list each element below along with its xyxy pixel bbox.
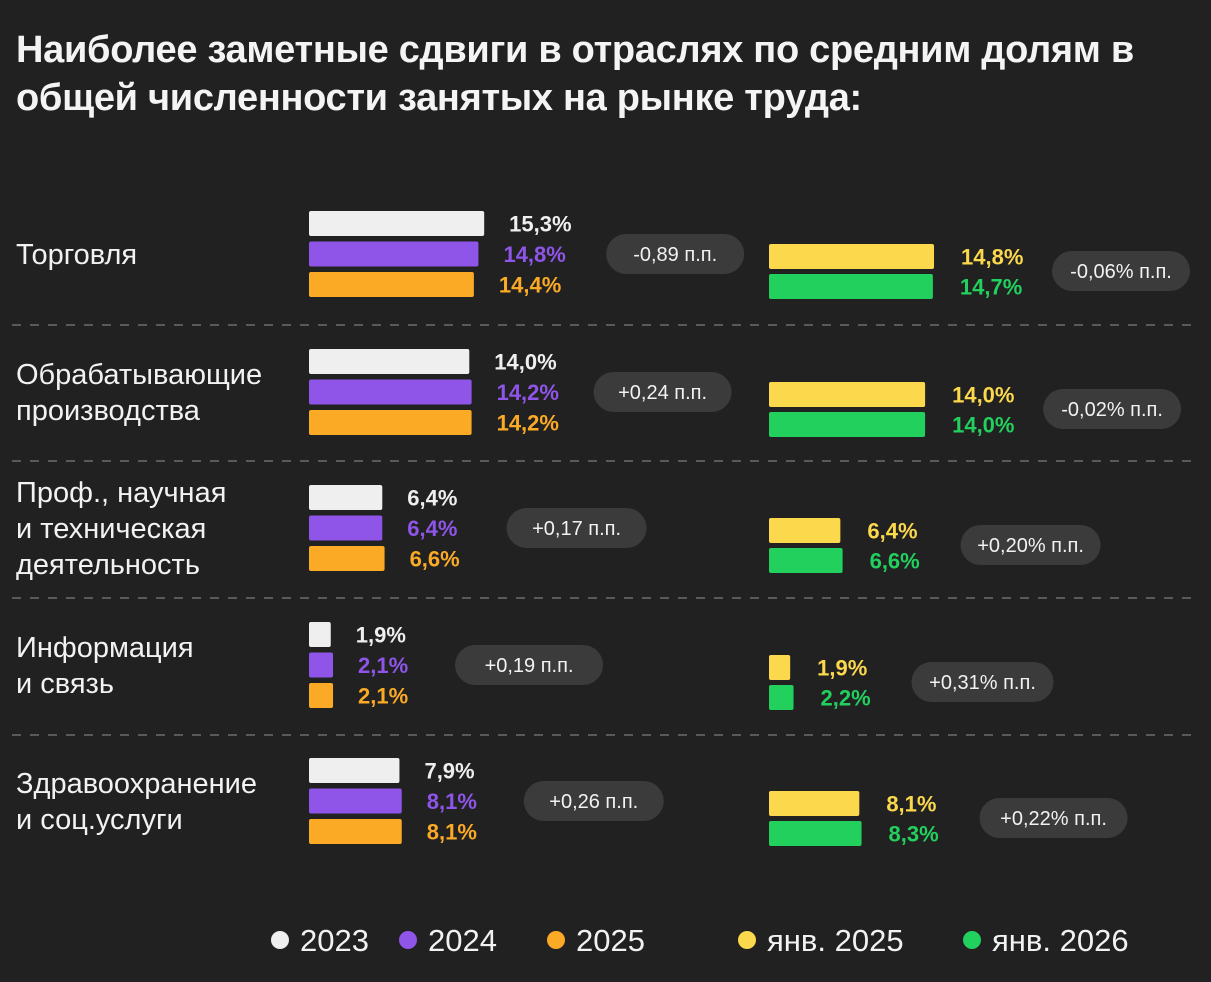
delta-badge (506, 508, 647, 548)
delta-badge (523, 781, 664, 821)
value-label-jan-1: 14,0% (952, 413, 1014, 438)
legend-dot-0 (271, 931, 289, 949)
chart-title: Наиболее заметные сдвиги в отраслях по с… (16, 29, 1134, 119)
bar-2024-4 (309, 788, 402, 814)
delta-badge-jan (979, 798, 1128, 838)
bar-2023-1 (309, 349, 470, 374)
bar-2025-3 (309, 683, 334, 708)
bar-2025-4 (309, 819, 402, 844)
value-label-2025: 14,4% (499, 273, 561, 298)
value-label-2024: 14,8% (503, 242, 565, 267)
bar-2023-2 (309, 485, 383, 510)
bar-jan-1-1 (769, 412, 926, 437)
bar-jan-0-3 (769, 655, 791, 680)
legend-label: 2025 (576, 923, 645, 958)
value-label-2025: 14,2% (497, 411, 559, 436)
bar-2023-3 (309, 622, 331, 647)
value-label-2024: 14,2% (497, 380, 559, 405)
legend-dot-1 (399, 931, 417, 949)
value-label-jan-1: 6,6% (870, 549, 920, 574)
value-label-2024: 6,4% (407, 516, 457, 541)
bar-2023-0 (309, 211, 485, 236)
delta-badge-jan-text: +0,20% п.п. (977, 535, 1084, 557)
value-label-2025: 6,6% (410, 547, 460, 572)
bar-2025-0 (309, 272, 474, 297)
value-label-jan-1: 2,2% (821, 686, 871, 711)
legend-dot-3 (738, 931, 756, 949)
value-label-2025: 2,1% (358, 684, 408, 709)
bar-jan-0-2 (769, 518, 841, 543)
category-label: Торговля (16, 239, 137, 271)
delta-badge-jan-text: -0,06% п.п. (1070, 261, 1172, 283)
bar-jan-0-0 (769, 244, 935, 269)
category-label: Здравоохранение (16, 768, 257, 800)
delta-badge-jan-text: +0,31% п.п. (929, 672, 1036, 694)
category-label: и соц.услуги (16, 804, 183, 836)
category-label: деятельность (16, 549, 200, 581)
delta-badge-text: +0,24 п.п. (618, 382, 707, 404)
delta-badge (593, 372, 732, 412)
bar-2025-2 (309, 546, 385, 571)
legend-dot-4 (963, 931, 981, 949)
value-label-2023: 7,9% (424, 759, 474, 784)
value-label-2023: 6,4% (407, 486, 457, 511)
bar-2024-1 (309, 379, 472, 405)
delta-badge-text: +0,19 п.п. (485, 655, 574, 677)
delta-badge-jan (911, 662, 1054, 702)
delta-badge-jan (1043, 389, 1182, 429)
delta-badge-jan (960, 525, 1101, 565)
value-label-jan-0: 8,1% (886, 792, 936, 817)
category-label: Обрабатывающие (16, 359, 262, 391)
value-label-2024: 2,1% (358, 653, 408, 678)
value-label-jan-0: 1,9% (817, 656, 867, 681)
category-label: производства (16, 395, 201, 427)
delta-badge-jan-text: +0,22% п.п. (1000, 808, 1107, 830)
delta-badge (606, 234, 745, 274)
bar-jan-0-1 (769, 382, 926, 407)
bar-jan-0-4 (769, 791, 860, 816)
delta-badge-text: -0,89 п.п. (633, 244, 717, 266)
delta-badge-jan (1052, 251, 1191, 291)
value-label-2023: 15,3% (509, 212, 571, 237)
legend-dot-2 (547, 931, 565, 949)
bar-2023-4 (309, 758, 400, 783)
value-label-jan-0: 14,0% (952, 383, 1014, 408)
category-label: Информация (16, 632, 194, 664)
legend-label: 2023 (300, 923, 369, 958)
value-label-2024: 8,1% (427, 789, 477, 814)
bar-jan-1-3 (769, 685, 794, 710)
delta-badge (455, 645, 604, 685)
bar-2024-0 (309, 241, 479, 267)
bar-jan-1-4 (769, 821, 862, 846)
delta-badge-jan-text: -0,02% п.п. (1061, 399, 1163, 421)
category-label: Проф., научная (16, 477, 226, 509)
delta-badge-text: +0,17 п.п. (532, 518, 621, 540)
value-label-jan-0: 6,4% (867, 519, 917, 544)
value-label-jan-0: 14,8% (961, 245, 1023, 270)
legend-label: янв. 2026 (992, 923, 1129, 958)
value-label-jan-1: 8,3% (889, 822, 939, 847)
delta-badge-text: +0,26 п.п. (549, 791, 638, 813)
value-label-2025: 8,1% (427, 820, 477, 845)
bar-jan-1-0 (769, 274, 933, 299)
bar-2025-1 (309, 410, 472, 435)
bar-2024-3 (309, 652, 334, 678)
category-label: и техническая (16, 513, 206, 545)
bar-jan-1-2 (769, 548, 843, 573)
value-label-jan-1: 14,7% (960, 275, 1022, 300)
legend-label: янв. 2025 (767, 923, 904, 958)
value-label-2023: 1,9% (356, 623, 406, 648)
category-label: и связь (16, 668, 114, 700)
value-label-2023: 14,0% (494, 350, 556, 375)
bar-2024-2 (309, 515, 383, 541)
legend-label: 2024 (428, 923, 497, 958)
